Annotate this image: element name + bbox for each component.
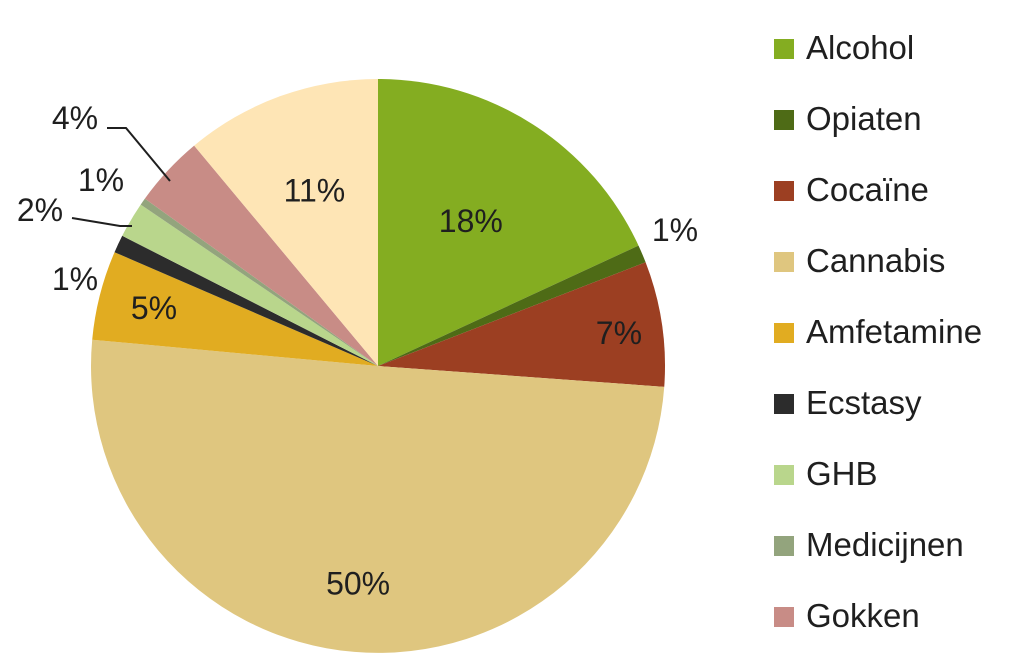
- data-label-ghb: 2%: [17, 192, 63, 228]
- leader-line: [71, 217, 132, 227]
- legend-item: GHB: [774, 452, 1024, 523]
- data-label-cannabis: 50%: [326, 565, 390, 601]
- pie-slice-amfetamine: [92, 252, 378, 366]
- legend-label: GHB: [806, 455, 878, 492]
- legend-label: Ecstasy: [806, 384, 922, 421]
- pie-slice-ecstasy: [114, 235, 378, 366]
- legend-label: Cannabis: [806, 242, 946, 279]
- legend-swatch: [774, 607, 794, 627]
- pie-slice-opiaten: [378, 245, 646, 366]
- leader-lines: [71, 127, 171, 227]
- legend-swatch: [774, 323, 794, 343]
- legend: Alcohol Opiaten Cocaïne Cannabis Amfetamine E…: [774, 26, 1024, 665]
- pie-slice-cocaïne: [378, 262, 665, 387]
- pie-slices: [91, 79, 665, 653]
- pie-slice-gokken: [144, 145, 378, 366]
- legend-swatch: [774, 181, 794, 201]
- legend-item: Amfetamine: [774, 310, 1024, 381]
- legend-item: Medicijnen: [774, 523, 1024, 594]
- pie-slice-cannabis: [91, 339, 665, 653]
- pie-chart: 18% 1% 7% 50% 5% 1% 2% 1% 4% 11%: [17, 79, 698, 653]
- legend-label: Opiaten: [806, 100, 922, 137]
- pie-slice-alcohol: [378, 79, 639, 366]
- legend-swatch: [774, 394, 794, 414]
- pie-slice-ghb: [122, 204, 379, 366]
- legend-item: Alcohol: [774, 26, 1024, 97]
- legend-label: Gokken: [806, 597, 920, 634]
- legend-label: Medicijnen: [806, 526, 964, 563]
- data-label-gokken: 4%: [52, 100, 98, 136]
- legend-item: Cannabis: [774, 239, 1024, 310]
- data-label-medicijnen: 1%: [78, 162, 124, 198]
- legend-item: Cocaïne: [774, 168, 1024, 239]
- pie-slice-medicijnen: [140, 198, 378, 366]
- data-label-unnamed: 11%: [284, 173, 346, 209]
- legend-label: Cocaïne: [806, 171, 929, 208]
- data-label-alcohol: 18%: [439, 203, 503, 239]
- legend-swatch: [774, 39, 794, 59]
- data-label-opiaten: 1%: [652, 212, 698, 248]
- data-label-amfetamine: 5%: [131, 290, 177, 326]
- legend-swatch: [774, 465, 794, 485]
- legend-label: Alcohol: [806, 29, 915, 66]
- data-label-cocaïne: 7%: [596, 315, 642, 351]
- legend-swatch: [774, 110, 794, 130]
- legend-item: Gokken: [774, 594, 1024, 665]
- legend-label: Amfetamine: [806, 313, 983, 350]
- legend-swatch: [774, 252, 794, 272]
- legend-swatch: [774, 536, 794, 556]
- legend-item: Opiaten: [774, 97, 1024, 168]
- pie-slice-unnamed: [194, 79, 378, 366]
- leader-line: [107, 127, 171, 182]
- legend-item: Ecstasy: [774, 381, 1024, 452]
- data-label-ecstasy: 1%: [52, 261, 98, 297]
- slice-labels: 18% 1% 7% 50% 5% 1% 2% 1% 4% 11%: [17, 100, 698, 601]
